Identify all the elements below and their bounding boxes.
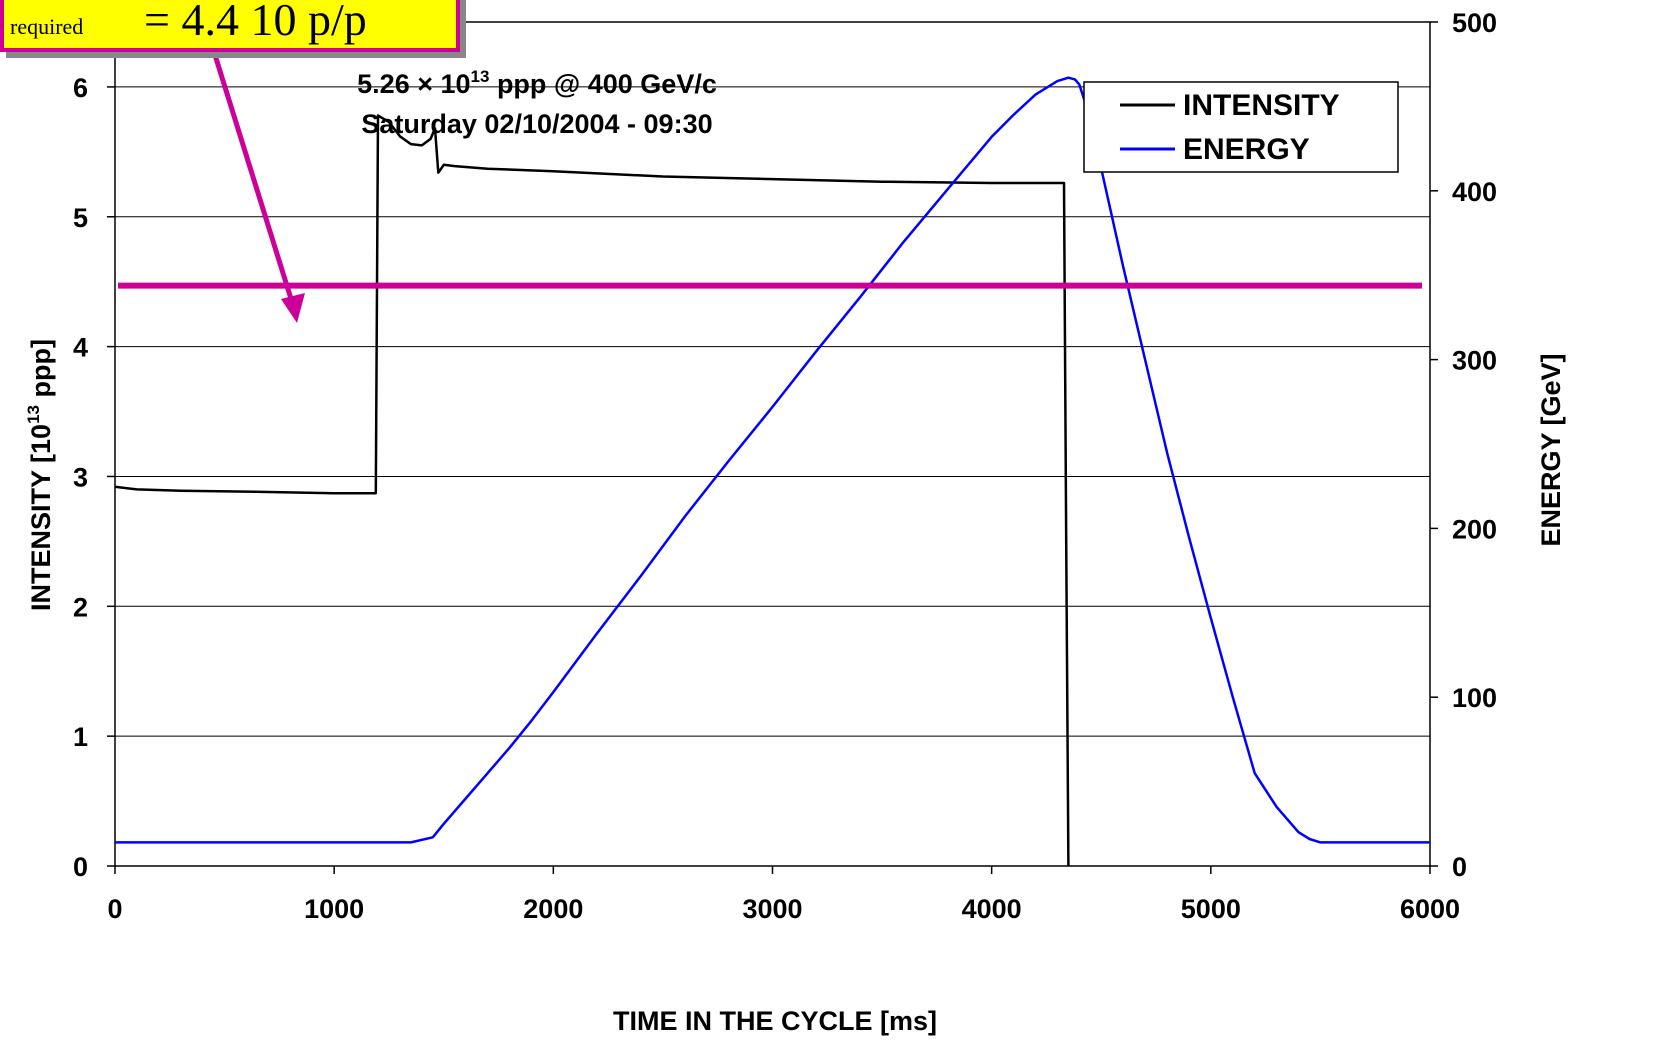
y-left-tick-label-0: 0 — [73, 852, 88, 882]
x-axis-ticks: 0 1000 2000 3000 4000 5000 6000 — [107, 866, 1460, 924]
y-right-axis-ticks: 0 100 200 300 400 500 — [1430, 8, 1497, 882]
x-tick-label-4: 4000 — [962, 894, 1022, 924]
y-left-axis-title: INTENSITY [1013 ppp] — [24, 339, 56, 611]
y-left-axis-ticks: 0 1 2 3 4 5 6 — [73, 73, 115, 882]
y-left-tick-label-4: 4 — [73, 333, 88, 363]
callout-arrow — [212, 54, 305, 323]
y-left-tick-label-1: 1 — [73, 722, 88, 752]
y-left-tick-label-5: 5 — [73, 203, 88, 233]
y-right-tick-label-2: 200 — [1452, 514, 1497, 544]
legend-box — [1083, 81, 1399, 173]
y-left-tick-label-6: 6 — [73, 73, 88, 103]
callout-text: = 4.4 10 p/p — [144, 0, 367, 45]
x-tick-label-1: 1000 — [304, 894, 364, 924]
annotation-line-1: 5.26 × 1013 ppp @ 400 GeV/c — [357, 67, 717, 99]
y-left-tick-label-3: 3 — [73, 462, 88, 492]
y-right-tick-label-0: 0 — [1452, 852, 1467, 882]
y-left-title-pre: INTENSITY [10 — [26, 424, 56, 611]
series-layer — [114, 76, 1430, 867]
arrow-head-icon — [281, 293, 305, 323]
legend: INTENSITY ENERGY — [1083, 81, 1399, 173]
x-tick-label-2: 2000 — [523, 894, 583, 924]
callout-box: required = 4.4 10 p/p — [0, 0, 460, 52]
annotation-pre: 5.26 × 10 — [357, 69, 470, 99]
chart-annotation: 5.26 × 1013 ppp @ 400 GeV/c Saturday 02/… — [357, 67, 717, 139]
y-right-tick-label-1: 100 — [1452, 683, 1497, 713]
annotation-sup: 13 — [471, 67, 490, 86]
y-right-tick-label-4: 400 — [1452, 177, 1497, 207]
series-line-intensity — [114, 114, 1070, 867]
legend-label-intensity: INTENSITY — [1183, 89, 1340, 122]
grid-lines — [115, 86, 1430, 737]
y-right-tick-label-5: 500 — [1452, 8, 1497, 38]
x-tick-label-0: 0 — [107, 894, 122, 924]
annotation-line-2: Saturday 02/10/2004 - 09:30 — [361, 109, 712, 139]
x-tick-label-3: 3000 — [742, 894, 802, 924]
y-left-title-sup: 13 — [24, 405, 43, 424]
callout-subscript: required — [10, 14, 84, 39]
x-tick-label-5: 5000 — [1181, 894, 1241, 924]
x-tick-label-6: 6000 — [1400, 894, 1460, 924]
y-right-axis-title: ENERGY [GeV] — [1536, 353, 1566, 546]
legend-label-energy: ENERGY — [1183, 133, 1310, 166]
y-left-tick-label-2: 2 — [73, 592, 88, 622]
y-right-tick-label-3: 300 — [1452, 346, 1497, 376]
x-axis-title: TIME IN THE CYCLE [ms] — [613, 1006, 937, 1036]
annotation-post: ppp @ 400 GeV/c — [489, 69, 716, 99]
series-line-energy — [115, 76, 1430, 844]
y-left-title-post: ppp] — [26, 339, 56, 405]
